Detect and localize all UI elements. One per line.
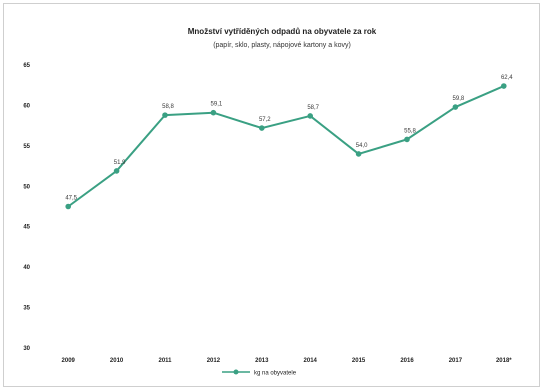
data-label: 55,8 <box>404 128 416 134</box>
y-tick-label: 60 <box>23 103 30 109</box>
x-tick-label: 2017 <box>449 358 463 364</box>
data-point <box>65 203 71 210</box>
x-tick-label: 2012 <box>207 358 221 364</box>
x-tick-label: 2016 <box>400 358 414 364</box>
data-point <box>452 104 459 110</box>
legend-label: kg na obyvatele <box>254 371 297 377</box>
y-tick-label: 30 <box>23 346 30 352</box>
x-tick-label: 2011 <box>158 358 172 364</box>
data-label: 54,0 <box>356 143 368 149</box>
x-tick-label: 2010 <box>110 358 124 364</box>
y-tick-label: 45 <box>23 225 30 231</box>
data-point <box>307 113 314 119</box>
legend: kg na obyvatele <box>222 369 297 377</box>
data-point <box>162 112 168 118</box>
legend-marker-icon <box>233 369 239 375</box>
y-tick-label: 65 <box>23 63 30 69</box>
data-label: 59,1 <box>211 102 223 108</box>
chart-frame <box>3 3 540 387</box>
chart-subtitle: (papír, sklo, plasty, nápojové kartony a… <box>213 42 351 49</box>
plot-area: 30 35 40 45 50 55 60 65 2009 2010 2011 2012 2013 2014… <box>23 63 513 364</box>
data-point <box>113 168 120 174</box>
data-point <box>404 136 410 143</box>
data-label: 58,7 <box>307 105 319 111</box>
data-label: 51,9 <box>114 160 126 166</box>
y-tick-label: 40 <box>23 265 30 271</box>
x-tick-label: 2009 <box>62 358 76 364</box>
x-tick-label: 2013 <box>255 358 269 364</box>
y-tick-label: 50 <box>23 184 30 190</box>
x-tick-label: 2015 <box>352 358 366 364</box>
x-tick-label: 2014 <box>304 358 318 364</box>
data-point <box>259 125 265 131</box>
y-tick-label: 55 <box>23 144 30 150</box>
data-label: 59,8 <box>453 96 465 102</box>
data-label: 47,5 <box>65 196 77 202</box>
data-point <box>355 151 362 157</box>
series-line <box>67 85 505 208</box>
data-label: 57,2 <box>259 117 271 123</box>
x-tick-label: 2018* <box>496 358 512 364</box>
data-point <box>501 83 507 89</box>
data-point <box>210 109 217 116</box>
data-label: 58,8 <box>162 104 174 110</box>
data-label: 62,4 <box>501 75 513 81</box>
y-tick-label: 35 <box>23 306 30 312</box>
chart-title: Množství vytříděných odpadů na obyvatele… <box>188 27 377 36</box>
